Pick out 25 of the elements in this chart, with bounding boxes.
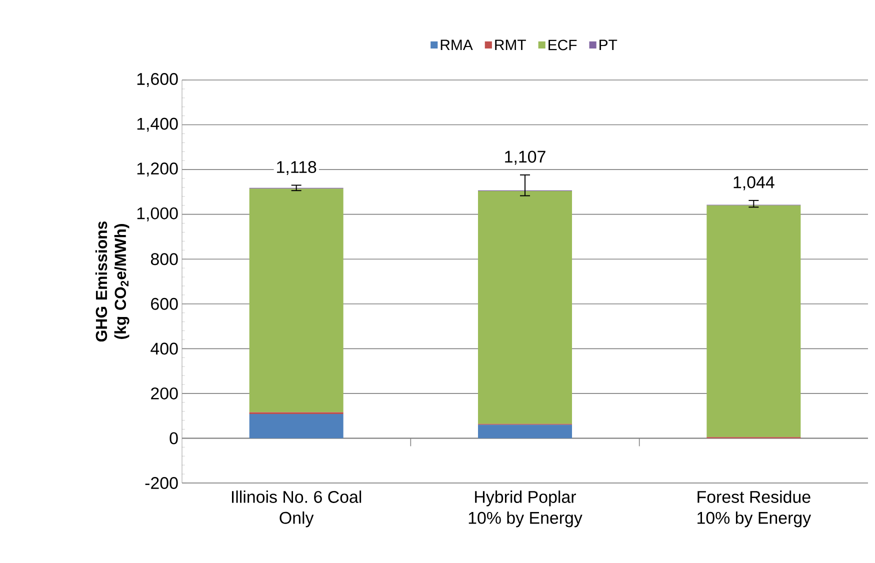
legend-label: PT [600, 40, 618, 50]
y-tick-label: 400 [150, 342, 178, 355]
x-tick-label: Forest Residue 10% by Energy [698, 490, 812, 528]
y-tick-label: 1,000 [137, 207, 178, 222]
bar [478, 424, 572, 438]
y-tick-label: -200 [145, 477, 178, 489]
bar [706, 205, 801, 438]
y-tick-label: 200 [151, 387, 178, 400]
y-tick-label: 0 [170, 432, 178, 444]
x-tick-label: Illinois No. 6 Coal Only [232, 490, 362, 528]
legend-label: ECF [548, 40, 577, 50]
x-tick-label: Hybrid Poplar 10% by Energy [468, 490, 582, 528]
bar [478, 191, 572, 424]
legend-label: RMA [440, 40, 473, 50]
y-tick-label: 600 [151, 298, 178, 310]
bar [249, 188, 344, 412]
total-label: 1,118 [277, 161, 316, 176]
total-label: 1,107 [505, 150, 546, 165]
y-tick-label: 1,400 [137, 118, 178, 132]
total-label: 1,044 [734, 176, 774, 190]
bar [249, 414, 344, 438]
legend-label: RMT [495, 40, 526, 50]
y-tick-label: 1,600 [137, 72, 178, 87]
y-tick-label: 800 [150, 253, 178, 266]
y-tick-label: 1,200 [137, 162, 178, 177]
